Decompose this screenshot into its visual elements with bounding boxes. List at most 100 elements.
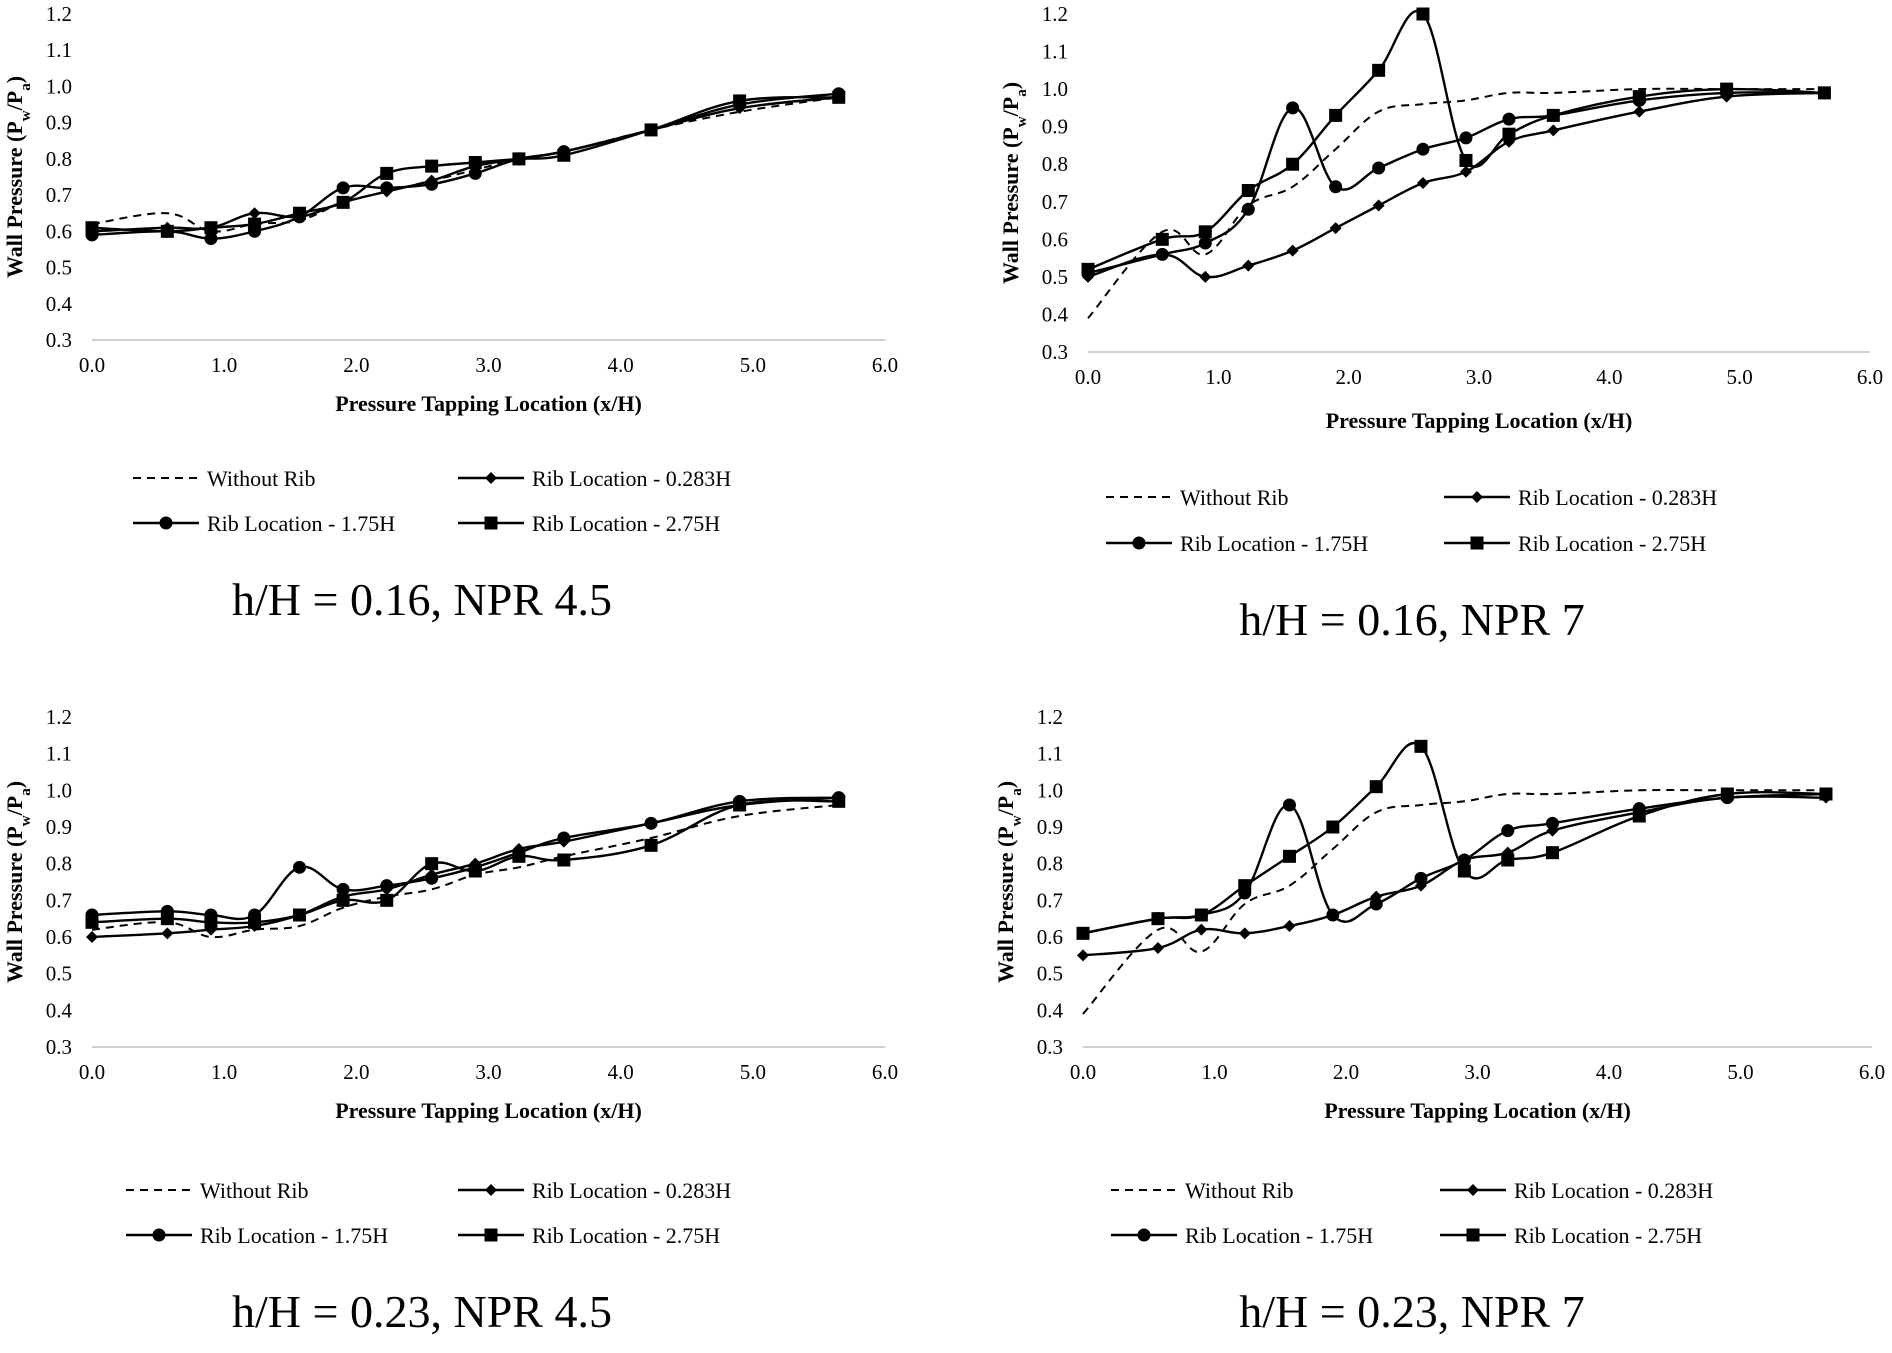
- y-axis-title: Wall Pressure (Pw/Pa): [998, 82, 1030, 284]
- data-point-circle: [1545, 816, 1559, 830]
- legend-label: Rib Location - 0.283H: [532, 466, 731, 491]
- series-without-rib: [1082, 789, 1826, 1015]
- data-point-square: [1720, 787, 1734, 801]
- y-tick-label: 1.0: [1042, 77, 1068, 101]
- legend-item: Rib Location - 0.283H: [1440, 1178, 1713, 1203]
- data-point-square: [1282, 849, 1296, 863]
- legend-label: Without Rib: [207, 466, 316, 491]
- data-point-circle: [1459, 131, 1473, 145]
- y-tick-label: 1.2: [1042, 2, 1068, 26]
- x-tick-label: 0.0: [79, 353, 105, 377]
- y-axis-title-part: Wall Pressure (P: [998, 127, 1023, 284]
- data-point-diamond: [1238, 927, 1251, 940]
- legend-item: Rib Location - 0.283H: [458, 1178, 731, 1203]
- legend-marker-circle: [1137, 1228, 1151, 1242]
- x-tick-label: 6.0: [1859, 1060, 1885, 1084]
- y-tick-label: 0.5: [1037, 962, 1063, 986]
- data-point-circle: [425, 871, 439, 885]
- legend-item: Rib Location - 0.283H: [1444, 485, 1717, 510]
- y-tick-label: 0.9: [1037, 815, 1063, 839]
- x-tick-label: 1.0: [211, 353, 237, 377]
- data-point-circle: [1282, 798, 1296, 812]
- legend-item: Rib Location - 1.75H: [133, 511, 395, 536]
- data-point-circle: [1329, 180, 1343, 194]
- legend-item: Without Rib: [133, 466, 316, 491]
- data-point-circle: [644, 816, 658, 830]
- panel-caption: h/H = 0.23, NPR 7: [1239, 1286, 1584, 1337]
- x-tick-label: 5.0: [740, 1060, 766, 1084]
- data-point-square: [425, 159, 439, 173]
- y-tick-label: 0.7: [1042, 190, 1068, 214]
- data-point-square: [832, 794, 846, 808]
- legend-marker-square: [1466, 1228, 1480, 1242]
- legend-label: Rib Location - 0.283H: [1518, 485, 1717, 510]
- y-axis-title-part: /P: [993, 796, 1018, 817]
- legend-item: Rib Location - 1.75H: [1106, 531, 1368, 556]
- data-point-square: [1329, 108, 1343, 122]
- y-tick-label: 0.4: [46, 292, 73, 316]
- x-tick-label: 4.0: [1596, 365, 1622, 389]
- data-point-square: [1198, 225, 1212, 239]
- y-tick-label: 1.1: [1037, 742, 1063, 766]
- data-point-square: [85, 915, 99, 929]
- y-tick-label: 1.0: [46, 74, 72, 98]
- data-point-circle: [1416, 142, 1430, 156]
- data-point-circle: [1241, 202, 1255, 216]
- legend-item: Rib Location - 1.75H: [126, 1223, 388, 1248]
- legend-marker-circle: [159, 516, 173, 530]
- data-point-square: [1194, 908, 1208, 922]
- legend-label: Rib Location - 0.283H: [1514, 1178, 1713, 1203]
- data-point-circle: [1372, 161, 1386, 175]
- data-point-circle: [468, 166, 482, 180]
- x-tick-label: 3.0: [475, 1060, 501, 1084]
- series-without-rib: [1087, 87, 1825, 319]
- data-point-square: [1151, 912, 1165, 926]
- x-tick-label: 6.0: [872, 353, 898, 377]
- legend-marker-circle: [1132, 536, 1146, 550]
- data-point-square: [1326, 820, 1340, 834]
- x-tick-label: 2.0: [343, 1060, 369, 1084]
- panel-caption: h/H = 0.16, NPR 4.5: [232, 574, 612, 625]
- y-tick-label: 0.5: [46, 962, 72, 986]
- data-point-circle: [336, 882, 350, 896]
- legend-marker-circle: [152, 1228, 166, 1242]
- data-point-square: [248, 217, 262, 231]
- series-line: [1082, 789, 1826, 1015]
- legend-marker-square: [484, 1228, 498, 1242]
- data-point-diamond: [1286, 244, 1299, 257]
- data-point-circle: [336, 181, 350, 195]
- legend-label: Rib Location - 2.75H: [532, 1223, 720, 1248]
- x-tick-label: 6.0: [872, 1060, 898, 1084]
- data-point-square: [733, 798, 747, 812]
- data-point-diamond: [1077, 949, 1089, 962]
- data-point-square: [1817, 86, 1831, 100]
- y-tick-label: 0.8: [1037, 852, 1063, 876]
- legend: Without Rib Rib Location - 0.283H Rib Loca…: [126, 1178, 731, 1248]
- y-axis-title-part: /P: [2, 796, 27, 817]
- data-point-square: [160, 224, 174, 238]
- legend-marker-diamond: [1467, 1184, 1479, 1196]
- legend-item: Rib Location - 2.75H: [458, 511, 720, 536]
- y-axis-title-part: ): [993, 781, 1018, 788]
- data-point-diamond: [1151, 942, 1164, 954]
- legend-item: Rib Location - 2.75H: [458, 1223, 720, 1248]
- y-tick-label: 1.0: [46, 778, 72, 802]
- data-point-diamond: [1459, 165, 1472, 178]
- x-tick-label: 2.0: [1336, 365, 1362, 389]
- legend-item: Rib Location - 2.75H: [1440, 1223, 1702, 1248]
- y-tick-label: 0.6: [1042, 227, 1068, 251]
- data-point-square: [293, 206, 307, 220]
- y-tick-label: 0.9: [46, 815, 72, 839]
- y-tick-label: 0.4: [46, 998, 73, 1022]
- y-tick-label: 0.5: [1042, 265, 1068, 289]
- legend-label: Rib Location - 1.75H: [200, 1223, 388, 1248]
- legend-label: Without Rib: [1185, 1178, 1294, 1203]
- x-tick-label: 3.0: [1464, 1060, 1490, 1084]
- series-square: [85, 90, 846, 238]
- y-tick-label: 0.8: [46, 147, 72, 171]
- x-tick-label: 3.0: [475, 353, 501, 377]
- legend: Without Rib Rib Location - 0.283H Rib Loca…: [1111, 1178, 1713, 1248]
- data-point-square: [293, 908, 307, 922]
- legend-label: Rib Location - 2.75H: [532, 511, 720, 536]
- data-point-square: [644, 123, 658, 137]
